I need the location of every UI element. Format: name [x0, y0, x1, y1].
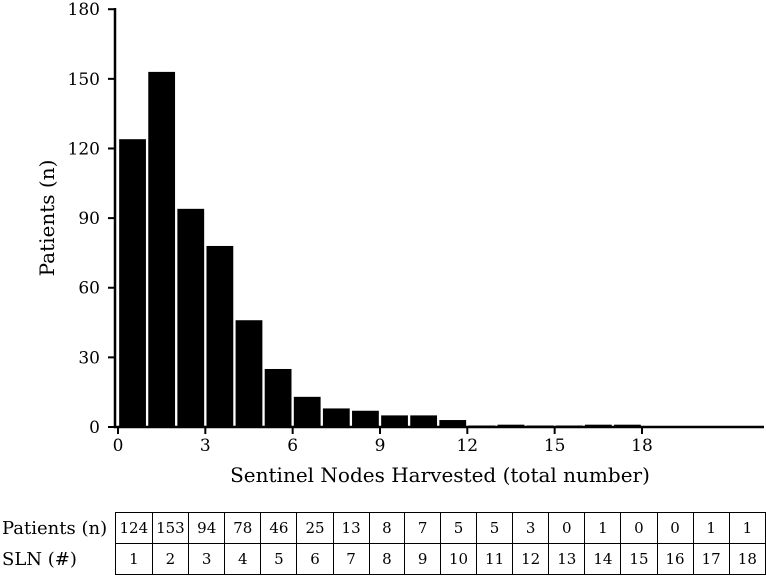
bars — [119, 71, 641, 428]
table-cell: 12 — [512, 543, 550, 575]
table-cell: 0 — [620, 512, 658, 544]
y-tick-label: 150 — [68, 70, 100, 90]
bar-4 — [206, 245, 234, 427]
table-row-label: SLN (#) — [2, 548, 77, 570]
table-cell: 15 — [620, 543, 658, 575]
table-row: Patients (n) 124 153 94 78 46 25 13 8 7 5 5 3 0 1 0 0 1 1 — [0, 512, 766, 544]
bar-1 — [119, 139, 146, 427]
x-tick-label: 9 — [375, 436, 386, 456]
table-cell: 10 — [439, 543, 478, 575]
x-tick-label: 0 — [113, 436, 124, 456]
bar-5 — [235, 320, 263, 427]
table-cell: 5 — [260, 543, 298, 575]
bar-7 — [293, 396, 321, 427]
table-cell: 3 — [512, 512, 550, 544]
table-cell: 5 — [476, 512, 514, 544]
y-tick-label: 0 — [89, 418, 100, 438]
bar-2 — [148, 71, 176, 427]
table-cell: 6 — [296, 543, 334, 575]
y-tick-label: 180 — [68, 0, 100, 20]
bar-9 — [352, 410, 379, 427]
bar-12 — [439, 420, 467, 427]
table-cell: 124 — [115, 512, 153, 544]
x-tick-label: 15 — [544, 436, 566, 456]
table-cell: 1 — [728, 512, 766, 544]
table-cell: 8 — [368, 543, 406, 575]
table-cell: 13 — [332, 512, 370, 544]
table-cell: 7 — [404, 512, 441, 544]
table-row-label: Patients (n) — [2, 517, 108, 539]
table-cell: 1 — [692, 512, 730, 544]
table-cell: 8 — [368, 512, 406, 544]
table-cell: 78 — [224, 512, 262, 544]
bar-10 — [381, 415, 408, 427]
table-cell: 0 — [548, 512, 586, 544]
table-cell: 16 — [656, 543, 694, 575]
table-cell: 18 — [728, 543, 766, 575]
table-cell: 13 — [548, 543, 586, 575]
y-ticks: 0 30 60 90 120 150 180 — [68, 0, 115, 438]
table-cell: 7 — [332, 543, 370, 575]
x-tick-label: 6 — [287, 436, 298, 456]
x-tick-label: 18 — [631, 436, 653, 456]
y-axis-title: Patients (n) — [35, 160, 59, 277]
table-row: SLN (#) 1 2 3 4 5 6 7 8 9 10 11 12 13 14 15 16 17 18 — [0, 543, 766, 575]
bar-chart: 0 30 60 90 120 150 180 0 3 6 9 12 15 18 Sentinel Nod… — [35, 0, 764, 487]
x-tick-label: 12 — [456, 436, 478, 456]
table-cell: 25 — [296, 512, 334, 544]
table-cell: 17 — [692, 543, 730, 575]
table-cell: 0 — [656, 512, 694, 544]
y-tick-label: 90 — [78, 209, 100, 229]
bar-3 — [177, 208, 205, 427]
x-axis-title: Sentinel Nodes Harvested (total number) — [230, 463, 650, 487]
table-cell: 5 — [439, 512, 478, 544]
bar-6 — [264, 368, 292, 428]
table-cell: 2 — [151, 543, 190, 575]
table-cell: 153 — [151, 512, 190, 544]
table-cell: 4 — [224, 543, 262, 575]
table-cell: 1 — [115, 543, 153, 575]
x-ticks: 0 3 6 9 12 15 18 — [113, 427, 653, 456]
y-tick-label: 30 — [78, 348, 100, 368]
table-cell: 1 — [584, 512, 622, 544]
bar-11 — [410, 415, 438, 427]
y-tick-label: 120 — [68, 139, 100, 159]
table-cell: 94 — [188, 512, 226, 544]
bar-8 — [322, 408, 350, 427]
y-tick-label: 60 — [78, 279, 100, 299]
table-cell: 46 — [260, 512, 298, 544]
table-cell: 14 — [584, 543, 622, 575]
x-tick-label: 3 — [200, 436, 211, 456]
table-cell: 9 — [404, 543, 441, 575]
table-cell: 11 — [476, 543, 514, 575]
data-table: Patients (n) 124 153 94 78 46 25 13 8 7 5 5 3 0 1 0 0 1 1 S… — [0, 512, 766, 575]
table-cell: 3 — [188, 543, 226, 575]
